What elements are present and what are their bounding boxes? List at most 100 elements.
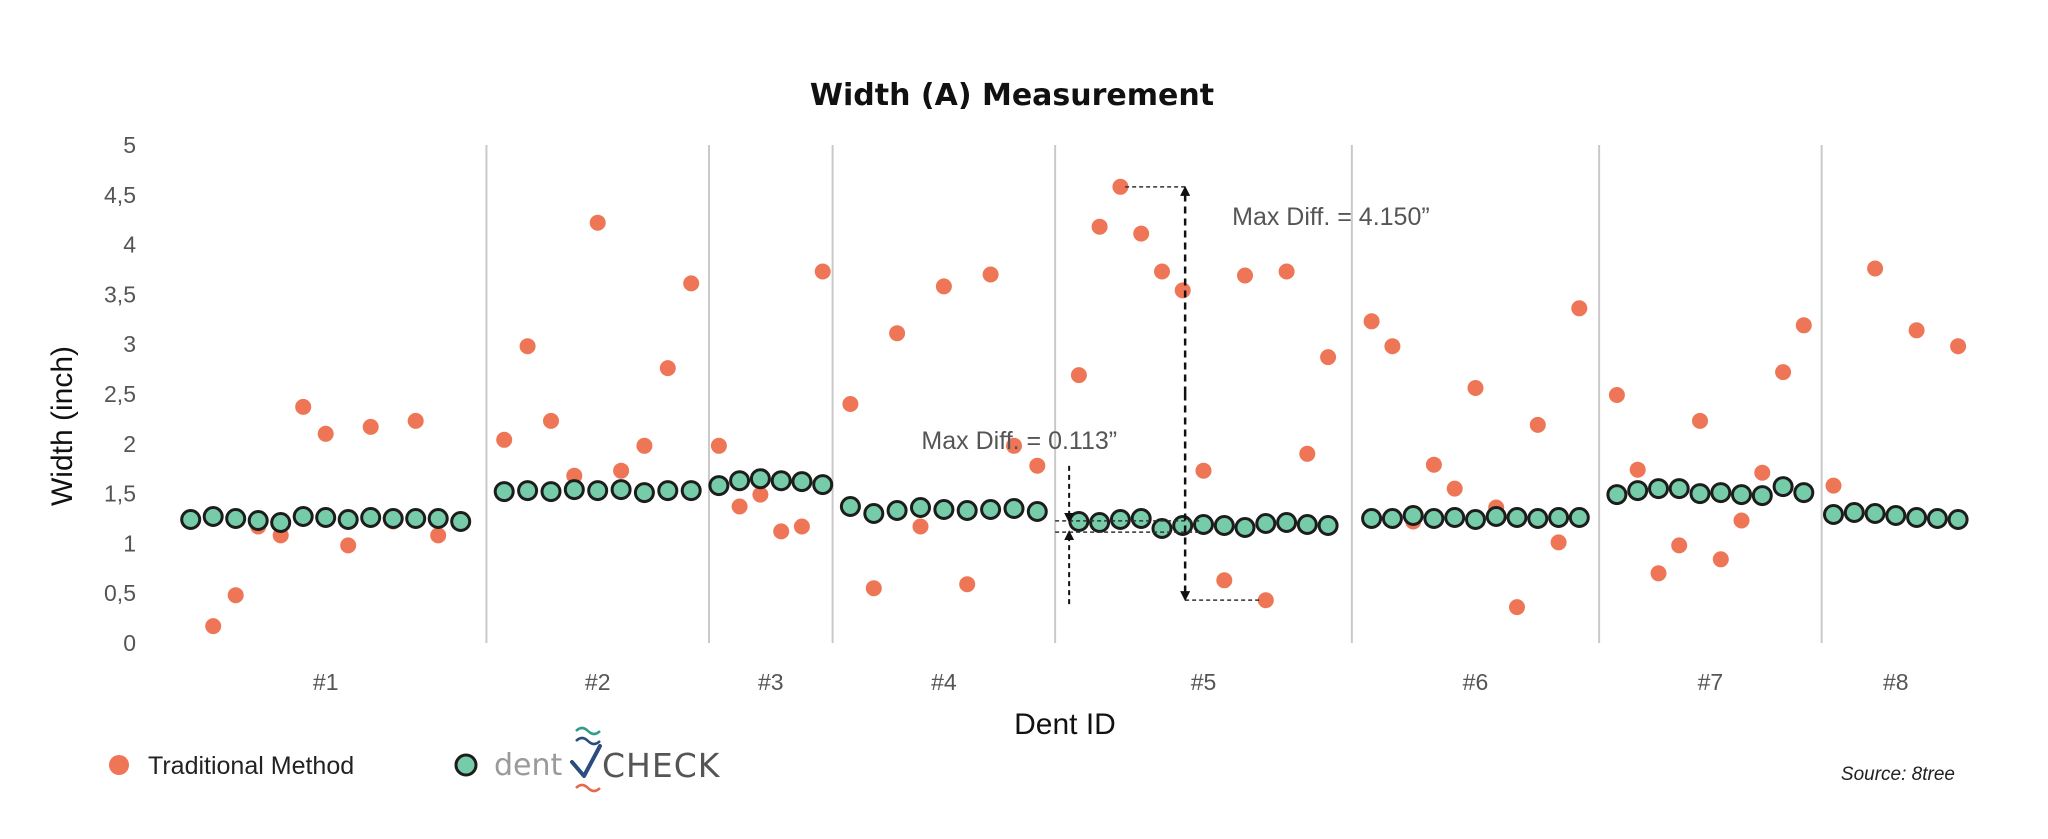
y-tick-label: 3 (123, 331, 136, 357)
y-axis-label: Width (inch) (46, 346, 79, 506)
x-tick-label: #4 (931, 669, 957, 695)
y-tick-label: 1 (123, 530, 136, 556)
x-tick-label: #8 (1883, 669, 1909, 695)
traditional-point (1174, 282, 1191, 299)
traditional-point (1425, 456, 1442, 473)
annotation-label: Max Diff. = 0.113” (921, 427, 1117, 455)
traditional-point (543, 412, 559, 429)
dentcheck-point (1885, 505, 1907, 526)
dentcheck-point (1381, 508, 1403, 529)
traditional-point (1029, 457, 1046, 474)
traditional-point (865, 580, 882, 597)
traditional-point (1216, 572, 1233, 589)
dentcheck-point (1109, 509, 1131, 530)
traditional-point (1006, 437, 1022, 454)
traditional-point (430, 527, 447, 544)
traditional-point (659, 360, 676, 377)
traditional-point (205, 618, 222, 635)
traditional-point (889, 325, 906, 342)
dentcheck-point (1444, 507, 1466, 528)
x-tick-label: #6 (1463, 669, 1489, 695)
dentcheck-point (1193, 514, 1214, 535)
data-points (180, 178, 1969, 635)
dentcheck-point (1648, 478, 1669, 500)
dentcheck-point (1423, 508, 1445, 529)
traditional-point (1509, 599, 1525, 616)
traditional-point (1795, 317, 1812, 334)
y-tick-label: 5 (123, 132, 136, 158)
dentcheck-point (933, 499, 955, 520)
traditional-point (362, 418, 379, 435)
y-tick-label: 4 (123, 232, 136, 258)
traditional-point (613, 462, 630, 479)
dentcheck-point (791, 471, 813, 493)
dentcheck-point (405, 508, 427, 529)
traditional-point (566, 467, 583, 484)
dentcheck-point (1234, 517, 1256, 538)
y-tick-label: 0,5 (104, 580, 136, 606)
traditional-point (1278, 263, 1295, 280)
traditional-point (731, 498, 748, 515)
dentcheck-point (225, 508, 247, 529)
dentcheck-point (633, 482, 655, 504)
dentcheck-point (770, 470, 792, 492)
traditional-point (752, 486, 769, 503)
traditional-point (636, 437, 653, 454)
y-tick-label: 1,5 (104, 481, 136, 507)
dentcheck-point (1003, 498, 1025, 519)
y-tick-label: 4,5 (104, 182, 136, 208)
traditional-point (1091, 218, 1108, 235)
dentcheck-point (1668, 478, 1690, 500)
dentcheck-point (910, 497, 931, 518)
dentcheck-point (1751, 485, 1773, 507)
legend-traditional-marker (109, 755, 129, 775)
traditional-point (1154, 263, 1170, 280)
annotations: Max Diff. = 0.113” Max Diff. = 4.150” (921, 185, 1430, 605)
dentcheck-point (1317, 515, 1339, 536)
traditional-point (912, 518, 929, 535)
traditional-point (1550, 534, 1567, 551)
traditional-point (1754, 464, 1771, 481)
traditional-point (683, 275, 700, 292)
dentcheck-point (1506, 507, 1528, 528)
dentcheck-point (708, 475, 730, 497)
dentcheck-point (337, 509, 359, 530)
dentcheck-point (360, 507, 382, 528)
dentcheck-point (1255, 513, 1277, 534)
dentcheck-point (1731, 484, 1752, 506)
x-tick-label: #1 (313, 669, 339, 695)
dentcheck-point (1402, 505, 1424, 526)
traditional-point (1446, 480, 1463, 497)
traditional-point (1571, 300, 1588, 317)
dentcheck-point (1627, 480, 1649, 502)
dentcheck-point (680, 480, 702, 502)
dentcheck-point (657, 480, 679, 502)
traditional-point (1692, 412, 1708, 429)
traditional-point (1733, 512, 1750, 529)
dentcheck-logo-icon (570, 726, 602, 793)
dentcheck-point (382, 508, 404, 529)
dentcheck-point (812, 474, 834, 496)
y-axis-ticks: 0 0,5 1 1,5 2 2,5 3 3,5 4 4,5 5 (104, 132, 136, 656)
dentcheck-point (839, 496, 861, 517)
traditional-point (1070, 367, 1087, 384)
traditional-point (317, 425, 334, 442)
y-tick-label: 0 (123, 630, 136, 656)
dentcheck-point (1568, 507, 1590, 528)
traditional-point (1195, 462, 1212, 479)
traditional-point (227, 587, 244, 604)
dentcheck-point (202, 506, 224, 527)
brand-check-text: CHECK (602, 746, 721, 785)
dentcheck-point (886, 500, 908, 521)
dentcheck-point (1213, 515, 1235, 536)
y-tick-label: 2 (123, 431, 136, 457)
traditional-point (982, 266, 999, 283)
dentcheck-point (563, 479, 585, 501)
traditional-point (1775, 364, 1792, 381)
dentcheck-point (427, 508, 449, 529)
traditional-point (1257, 592, 1274, 609)
traditional-point (340, 537, 357, 554)
legend: Traditional Method dent CHECK (109, 726, 721, 793)
annotation-label: Max Diff. = 4.150” (1232, 203, 1430, 231)
traditional-point (1529, 416, 1546, 433)
